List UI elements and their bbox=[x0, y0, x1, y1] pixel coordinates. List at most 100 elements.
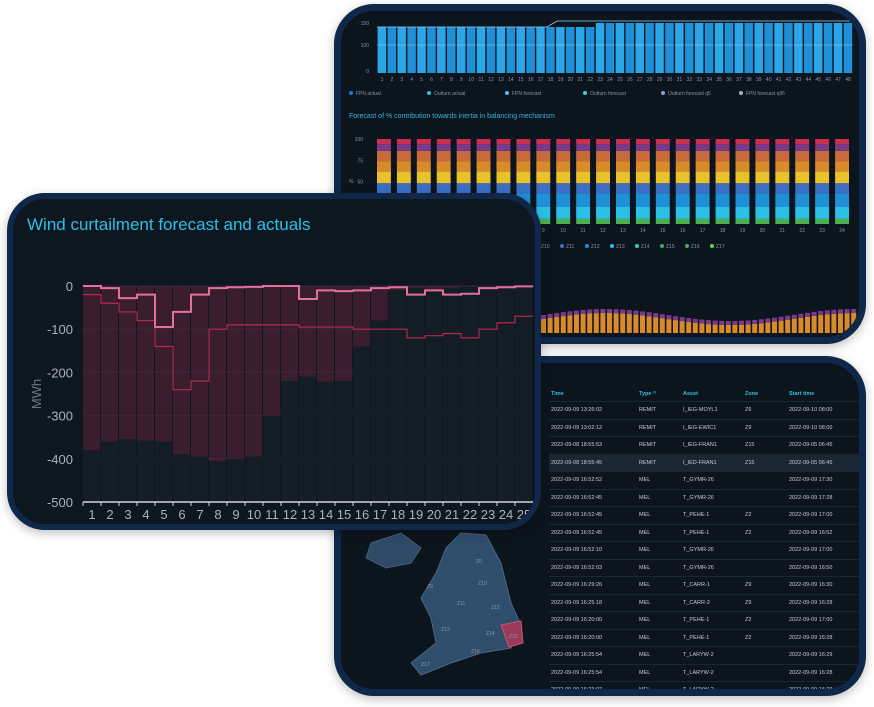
table-row[interactable]: 2022-09-08 18:55:45 REMIT I_IED-FRAN1 Z15 20… bbox=[549, 454, 859, 472]
lower-bar-top bbox=[640, 311, 645, 316]
actual-bar bbox=[389, 290, 406, 502]
table-row[interactable]: 2022-09-09 16:23:07 MEL T_LARYW-2 2022-09-0… bbox=[549, 682, 859, 694]
table-row[interactable]: 2022-09-09 16:52:45 MEL T_GYMR-26 2022-09-0… bbox=[549, 490, 859, 507]
inertia-bar-segment bbox=[715, 207, 730, 219]
table-cell: 2022-09-09 16:23:07 bbox=[551, 687, 603, 694]
lower-bar bbox=[706, 324, 711, 333]
fpn-bar bbox=[377, 27, 387, 73]
header-type[interactable]: Type ^ bbox=[639, 391, 657, 397]
table-row[interactable]: 2022-09-09 16:52:10 MEL T_GYMR-26 2022-09-0… bbox=[549, 542, 859, 560]
lower-bar-top bbox=[673, 316, 678, 321]
x-tick-label: 20 bbox=[760, 228, 766, 234]
table-row[interactable]: 2022-09-09 13:02:12 REMIT I_IEG-EWIC1 Z9 202… bbox=[549, 420, 859, 437]
forecast-band-bar bbox=[443, 286, 460, 289]
fpn-bar bbox=[694, 23, 704, 73]
inertia-bar-segment bbox=[775, 207, 790, 219]
zone-map[interactable]: Z9 Z10 Z11 Z12 Z13 Z14 Z15 Z16 Z17 Z6 bbox=[341, 363, 541, 689]
header-time[interactable]: Time bbox=[551, 391, 564, 397]
legend-marker bbox=[583, 91, 587, 95]
inertia-bar-segment bbox=[775, 218, 790, 224]
inertia-bar-segment bbox=[795, 139, 810, 145]
inertia-bar-segment bbox=[695, 218, 710, 224]
inertia-bar-segment bbox=[416, 171, 431, 184]
lower-bar bbox=[719, 324, 725, 333]
lower-bar-top bbox=[785, 315, 791, 320]
table-row[interactable]: 2022-09-09 16:25:54 MEL T_LARYW-2 2022-09-0… bbox=[549, 647, 859, 665]
inertia-bar-segment bbox=[416, 139, 431, 145]
y-tick-label: -100 bbox=[47, 322, 73, 337]
inertia-bar-segment bbox=[556, 150, 571, 162]
inertia-bar-segment bbox=[496, 144, 511, 151]
legend-label: FPN forecast bbox=[512, 91, 542, 97]
actual-bar bbox=[335, 381, 352, 502]
inertia-bar-segment bbox=[616, 193, 630, 207]
lower-bar-top bbox=[699, 319, 705, 324]
x-tick-label: 36 bbox=[726, 77, 732, 83]
inertia-bar-segment bbox=[377, 150, 391, 162]
lower-bar bbox=[633, 314, 639, 333]
inertia-bar-segment bbox=[556, 144, 571, 151]
table-row[interactable]: 2022-09-09 16:52:45 MEL T_PEHE-1 Z2 2022-09-… bbox=[549, 507, 859, 525]
table-cell: Z9 bbox=[745, 582, 752, 589]
fpn-bar bbox=[496, 27, 506, 73]
inertia-bar-segment bbox=[815, 193, 830, 207]
inertia-bar-segment bbox=[616, 207, 630, 219]
inertia-bar-segment bbox=[536, 139, 551, 145]
lower-bar-top bbox=[607, 309, 612, 314]
table-row[interactable]: 2022-09-09 13:26:02 REMIT I_IEG-MOYL1 Z6 202… bbox=[549, 402, 859, 420]
table-cell: 2022-09-09 16:50 bbox=[789, 564, 833, 571]
fpn-bar bbox=[744, 23, 754, 73]
x-tick-label: 40 bbox=[766, 77, 772, 83]
inertia-bar-segment bbox=[576, 150, 591, 162]
table-row[interactable]: 2022-09-09 16:25:18 MEL T_CARR-2 Z9 2022-09-… bbox=[549, 595, 859, 612]
header-asset[interactable]: Asset bbox=[683, 391, 698, 397]
legend-marker bbox=[427, 91, 431, 95]
inertia-bar-segment bbox=[755, 139, 770, 145]
table-row[interactable]: 2022-09-09 16:25:54 MEL T_LARYW-2 2022-09-0… bbox=[549, 665, 859, 682]
inertia-bar-segment bbox=[695, 144, 710, 151]
header-start-time[interactable]: Start time bbox=[789, 391, 815, 397]
x-tick-label: 11 bbox=[479, 77, 484, 83]
y-tick-label: 75 bbox=[357, 158, 363, 164]
table-cell: T_GYMR-26 bbox=[683, 477, 714, 484]
lower-bar-top bbox=[719, 320, 725, 325]
inertia-bar-segment bbox=[835, 183, 849, 194]
legend-label: Z14 bbox=[641, 244, 650, 250]
forecast-band-bar bbox=[191, 286, 208, 457]
header-zone[interactable]: Zone bbox=[745, 391, 759, 397]
x-tick-label: 14 bbox=[508, 77, 514, 83]
table-row[interactable]: 2022-09-09 16:29:26 MEL T_CARR-1 Z9 2022-09-… bbox=[549, 577, 859, 595]
lower-bar bbox=[613, 313, 619, 333]
table-row[interactable]: 2022-09-08 18:55:53 REMIT I_IEG-FRAN1 Z15 20… bbox=[549, 437, 859, 455]
table-cell: 2022-09-09 16:25:18 bbox=[551, 599, 603, 606]
forecast-band-bar bbox=[299, 286, 316, 377]
inertia-bar-segment bbox=[576, 144, 591, 151]
table-row[interactable]: 2022-09-09 16:20:00 MEL T_PEHE-1 Z2 2022-09-… bbox=[549, 612, 859, 630]
actual-bar bbox=[281, 381, 298, 502]
zone-label: Z12 bbox=[491, 605, 500, 611]
inertia-bar-segment bbox=[556, 183, 571, 194]
table-cell: 2022-09-10 08:00 bbox=[789, 424, 833, 431]
inertia-bar-segment bbox=[815, 150, 830, 162]
table-row[interactable]: 2022-09-09 16:52:45 MEL T_PEHE-1 Z2 2022-09-… bbox=[549, 525, 859, 542]
lower-bar bbox=[765, 322, 771, 333]
lower-bar bbox=[725, 324, 731, 333]
fpn-bar bbox=[714, 23, 724, 73]
lower-bar bbox=[666, 319, 672, 333]
inertia-bar-segment bbox=[377, 161, 391, 172]
inertia-bar-segment bbox=[396, 139, 411, 145]
table-row[interactable]: 2022-09-09 16:52:03 MEL T_GYMR-26 2022-09-0… bbox=[549, 560, 859, 577]
inertia-bar-segment bbox=[616, 161, 630, 172]
table-cell: I_IED-FRAN1 bbox=[683, 459, 717, 466]
x-tick-label: 10 bbox=[247, 507, 261, 522]
fpn-bar bbox=[635, 23, 644, 73]
x-tick-label: 22 bbox=[463, 507, 477, 522]
wind-chart-title: Wind curtailment forecast and actuals bbox=[27, 215, 311, 234]
x-tick-label: 13 bbox=[620, 228, 626, 234]
table-row[interactable]: 2022-09-09 16:20:00 MEL T_PEHE-1 Z2 2022-09-… bbox=[549, 630, 859, 647]
inertia-bar-segment bbox=[735, 150, 750, 162]
table-cell: T_PEHE-1 bbox=[683, 529, 710, 536]
inertia-bar-segment bbox=[635, 139, 650, 145]
table-row[interactable]: 2022-09-09 16:52:52 MEL T_GYMR-26 2022-09-0… bbox=[549, 472, 859, 490]
lower-bar-top bbox=[613, 309, 619, 314]
